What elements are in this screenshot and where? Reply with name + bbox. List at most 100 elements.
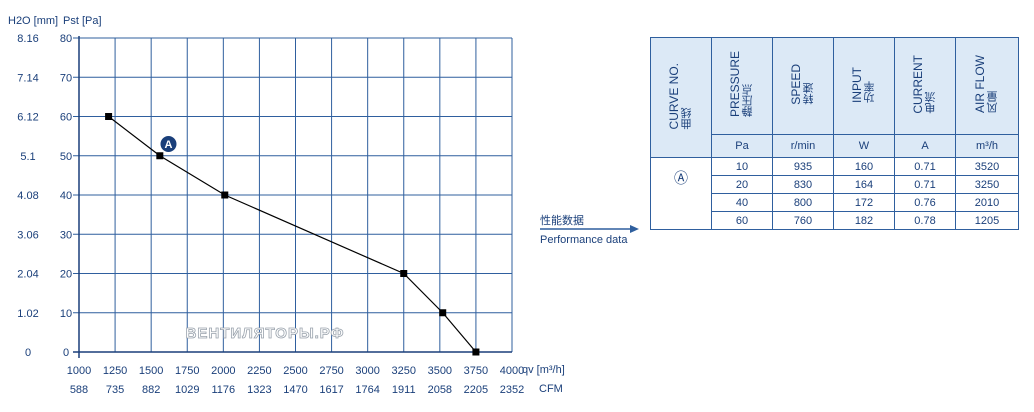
y-tick-label-pa: 60 [60, 112, 72, 124]
y-tick-label-pa: 70 [60, 72, 72, 84]
table-cell: 830 [772, 175, 834, 194]
y-tick-label-pa: 10 [60, 308, 72, 320]
series-line [108, 116, 477, 353]
x-tick-label-m3h: 2250 [247, 365, 271, 377]
table-cell: 164 [833, 175, 895, 194]
table-cell: 1205 [955, 211, 1019, 230]
table-unit-cell: m³/h [955, 134, 1019, 158]
header-zh: 风量 [987, 91, 999, 114]
x-axis-label-cfm: CFM [539, 383, 563, 395]
table-row: 20 830 164 0.71 3250 [651, 175, 1019, 194]
y-tick-label-mm: 0 [25, 347, 31, 359]
table-cell: 0.71 [894, 157, 956, 176]
table-row: 60 760 182 0.78 1205 [651, 211, 1019, 230]
table-cell: 20 [711, 175, 773, 194]
x-tick-label-cfm: 1764 [355, 384, 379, 396]
table-row: 40 800 172 0.76 2010 [651, 193, 1019, 212]
data-point [439, 309, 447, 317]
performance-table: CURVE NO. 曲线 PRESSURE 静压点 SPEED 转速 INPUT 功率 CURR… [650, 37, 1019, 230]
data-point [156, 152, 164, 160]
table-header-cell: SPEED 转速 [772, 37, 834, 135]
x-tick-label-cfm: 2352 [500, 384, 524, 396]
y-tick-label-mm: 1.02 [17, 308, 38, 320]
x-tick-label-cfm: 1029 [175, 384, 199, 396]
x-tick-label-cfm: 1176 [212, 384, 236, 396]
y-tick-label-mm: 5.1 [20, 151, 35, 163]
x-tick-label-m3h: 1500 [139, 365, 163, 377]
table-cell: 2010 [955, 193, 1019, 212]
table-cell: 3250 [955, 175, 1019, 194]
table-unit-cell: Pa [711, 134, 773, 158]
x-tick-label-cfm: 588 [70, 384, 88, 396]
table-cell: 182 [833, 211, 895, 230]
data-point [105, 113, 113, 120]
x-tick-label-m3h: 3750 [464, 365, 488, 377]
y-tick-label-pa: 40 [60, 190, 72, 202]
table-header-cell: CURRENT 电流 [894, 37, 956, 135]
header-en: CURVE NO. [667, 62, 681, 130]
header-zh: 转速 [803, 82, 815, 105]
table-cell: 800 [772, 193, 834, 212]
y-tick-label-mm: 8.16 [17, 33, 38, 45]
table-unit-cell: W [833, 134, 895, 158]
table-cell: 60 [711, 211, 773, 230]
x-tick-label-m3h: 2000 [211, 365, 235, 377]
data-point [472, 348, 480, 356]
curve-marker-circle [160, 135, 177, 152]
header-zh: 功率 [864, 80, 876, 103]
x-tick-label-cfm: 2205 [464, 384, 488, 396]
table-cell: 3520 [955, 157, 1019, 176]
table-header-cell: AIR FLOW 风量 [955, 37, 1019, 135]
x-tick-label-cfm: 1911 [392, 384, 416, 396]
table-cell: 172 [833, 193, 895, 212]
y-tick-label-pa: 30 [60, 229, 72, 241]
x-tick-label-m3h: 2500 [283, 365, 307, 377]
table-unit-cell: A [894, 134, 956, 158]
y-tick-label-mm: 2.04 [17, 269, 38, 281]
table-header-cell: CURVE NO. 曲线 [650, 37, 712, 158]
x-tick-label-m3h: 1250 [103, 365, 127, 377]
watermark-text: ВЕНТИЛЯТОРЫ.РФ [186, 325, 345, 342]
table-header-cell: PRESSURE 静压点 [711, 37, 773, 135]
y-tick-label-pa: 80 [60, 33, 72, 45]
x-tick-label-cfm: 1617 [319, 384, 343, 396]
table-row: Ⓐ 10 935 160 0.71 3520 [650, 157, 1019, 230]
x-tick-label-m3h: 1000 [67, 365, 91, 377]
curve-marker-label: A [165, 139, 173, 151]
header-en: AIR FLOW [973, 55, 987, 114]
header-en: INPUT [850, 66, 864, 103]
x-axis-label-m3h: qv [m³/h] [522, 364, 565, 376]
x-tick-label-cfm: 2058 [428, 384, 452, 396]
table-cell: 40 [711, 193, 773, 212]
performance-label-en: Performance data [540, 234, 628, 246]
x-tick-label-cfm: 1470 [283, 384, 307, 396]
y-tick-label-pa: 20 [60, 269, 72, 281]
y-tick-label-mm: 3.06 [17, 229, 38, 241]
header-en: PRESSURE [728, 51, 742, 118]
data-point [400, 270, 408, 277]
x-tick-label-m3h: 3250 [392, 365, 416, 377]
y-tick-label-pa: 50 [60, 151, 72, 163]
performance-arrow [540, 225, 639, 233]
x-tick-label-m3h: 1750 [175, 365, 199, 377]
table-unit-cell: r/min [772, 134, 834, 158]
table-cell: 0.76 [894, 193, 956, 212]
y-axis-label-mm: H2O [mm] [8, 15, 58, 27]
header-en: SPEED [789, 64, 803, 105]
x-tick-label-cfm: 882 [142, 384, 160, 396]
table-cell: 160 [833, 157, 895, 176]
y-axis-label-pa: Pst [Pa] [63, 15, 102, 27]
header-zh: 曲线 [681, 107, 693, 130]
y-tick-label-mm: 7.14 [17, 72, 38, 84]
performance-label-zh: 性能数据 [540, 215, 584, 227]
table-header-cell: INPUT 功率 [833, 37, 895, 135]
header-zh: 静压点 [742, 84, 754, 118]
x-tick-label-m3h: 4000 [500, 365, 524, 377]
table-cell: 935 [772, 157, 834, 176]
data-point [221, 191, 229, 199]
curve-label-cell: Ⓐ [650, 157, 712, 230]
header-en: CURRENT [911, 55, 925, 114]
y-tick-label-mm: 4.08 [17, 190, 38, 202]
table-cell: 760 [772, 211, 834, 230]
